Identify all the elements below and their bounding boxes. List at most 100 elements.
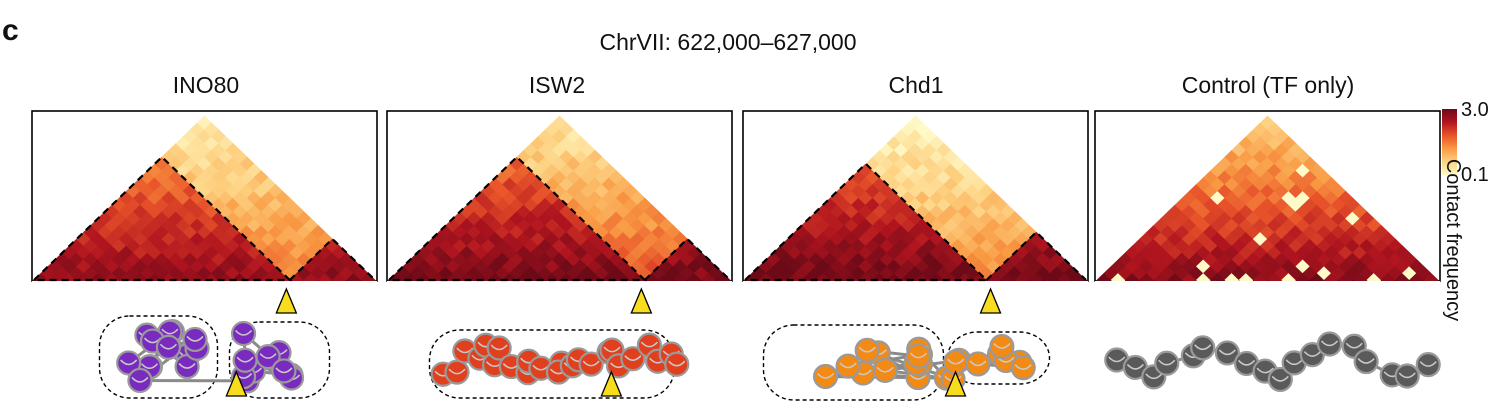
heatmap-panel-control: Control (TF only) — [1094, 72, 1441, 393]
domain-outline-ino80 — [33, 155, 376, 282]
domain-hull — [762, 324, 945, 401]
chromatin-model-isw2 — [428, 329, 690, 399]
dna-wrap — [490, 344, 508, 351]
domain-outline-left — [33, 155, 293, 282]
nucleosome-bead — [444, 359, 470, 385]
nucleosome-bead — [1010, 355, 1036, 381]
dna-wrap — [1419, 361, 1437, 367]
region-title: ChrVII: 622,000–627,000 — [599, 29, 856, 55]
panel-letter: c — [2, 14, 19, 47]
nucleosome-bead — [578, 351, 604, 377]
dna-wrap — [1145, 373, 1163, 380]
panel-label-isw2: ISW2 — [529, 72, 585, 98]
dna-wrap — [624, 355, 642, 361]
nucleosome-bead — [812, 363, 839, 390]
dna-wrap — [816, 372, 835, 379]
nucleosome-bead — [854, 337, 880, 363]
dna-wrap — [131, 376, 149, 383]
dna-wrap — [1158, 359, 1176, 366]
heatmap-panel-ino80: INO80 — [31, 72, 378, 399]
nucleosome-bead — [989, 333, 1015, 360]
dna-wrap — [234, 329, 253, 336]
boundary-arrow-chd1 — [979, 287, 1002, 314]
dna-wrap — [1014, 364, 1032, 370]
dna-wrap — [582, 360, 600, 367]
boundary-arrow-icon — [275, 287, 298, 314]
model-boundary-arrow-icon — [944, 370, 967, 397]
colorbar-title: Contact frequency — [1442, 159, 1464, 321]
dna-wrap — [993, 342, 1011, 349]
dna-wrap — [858, 346, 876, 353]
dna-wrap — [259, 353, 277, 359]
baseline-mask — [743, 281, 1088, 289]
nucleosome-bead — [835, 353, 861, 379]
dna-wrap — [161, 328, 179, 335]
panel-label-ino80: INO80 — [173, 72, 239, 98]
nucleosome-bead — [965, 351, 991, 377]
dna-wrap — [120, 359, 138, 366]
dna-wrap — [1357, 358, 1375, 364]
nucleosome-bead — [255, 344, 281, 370]
nucleosome-bead — [486, 335, 512, 361]
domain-outline-isw2 — [388, 155, 731, 282]
dna-wrap — [876, 366, 894, 373]
domain-outline-left — [388, 155, 648, 282]
dna-wrap — [603, 346, 621, 353]
nucleosome-bead — [271, 358, 297, 384]
model-boundary-arrow-icon — [225, 370, 248, 397]
contact-map-control — [1095, 115, 1440, 289]
dna-wrap — [1237, 359, 1256, 366]
colorbar-min-label: 0.1 — [1461, 164, 1489, 186]
dna-wrap — [1303, 351, 1321, 357]
colorbar-max-label: 3.0 — [1461, 99, 1489, 121]
nucleosome-bead — [1154, 350, 1180, 376]
dna-wrap — [448, 368, 466, 375]
heatmap-panel-chd1: Chd1 — [742, 72, 1089, 401]
contact-map-chd1 — [743, 115, 1088, 289]
chromatin-model-ino80 — [98, 315, 331, 399]
nucleosome-bead — [1415, 352, 1441, 378]
dna-wrap — [1256, 367, 1274, 374]
nucleosome-bead — [232, 347, 258, 373]
domain-hull — [98, 315, 219, 399]
dna-wrap — [1320, 340, 1339, 347]
panel-label-control: Control (TF only) — [1182, 72, 1355, 98]
heatmap-panel-isw2: ISW2 — [386, 72, 733, 399]
dna-wrap — [140, 363, 159, 370]
nucleosome-bead — [1316, 331, 1343, 357]
dna-wrap — [275, 367, 293, 374]
nucleosome-bead — [155, 334, 182, 360]
colorbar-gradient — [1442, 109, 1457, 175]
nucleosome-bead — [1394, 363, 1420, 389]
domain-hull — [428, 329, 676, 399]
dna-wrap — [178, 363, 196, 369]
dna-wrap — [1218, 349, 1236, 356]
domain-outline-right — [288, 237, 376, 281]
dna-wrap — [909, 373, 927, 380]
dna-wrap — [947, 358, 965, 365]
nucleosome-bead — [116, 350, 142, 376]
dna-wrap — [1271, 375, 1289, 382]
boundary-arrow-isw2 — [630, 287, 653, 314]
boundary-arrow-icon — [630, 287, 653, 314]
dna-wrap — [668, 360, 686, 367]
nucleosome-bead — [1267, 366, 1293, 393]
contact-map-ino80 — [32, 115, 377, 289]
dna-wrap — [1126, 363, 1144, 370]
colorbar: 3.0 0.1 Contact frequency — [1442, 99, 1489, 321]
dna-wrap — [909, 352, 928, 359]
baseline-mask — [32, 281, 377, 289]
dna-wrap — [1194, 344, 1212, 351]
chromatin-model-chd1 — [762, 324, 1051, 401]
nucleosome-bead — [664, 351, 690, 377]
domain-hull — [946, 331, 1051, 385]
dna-wrap — [159, 343, 178, 350]
chromatin-model-control — [1104, 331, 1441, 393]
dna-wrap — [1285, 359, 1303, 366]
baseline-mask — [1095, 281, 1440, 289]
dna-wrap — [236, 356, 254, 363]
nucleosome-bead — [620, 346, 646, 372]
baseline-mask — [387, 281, 732, 289]
domain-hull — [228, 321, 331, 399]
